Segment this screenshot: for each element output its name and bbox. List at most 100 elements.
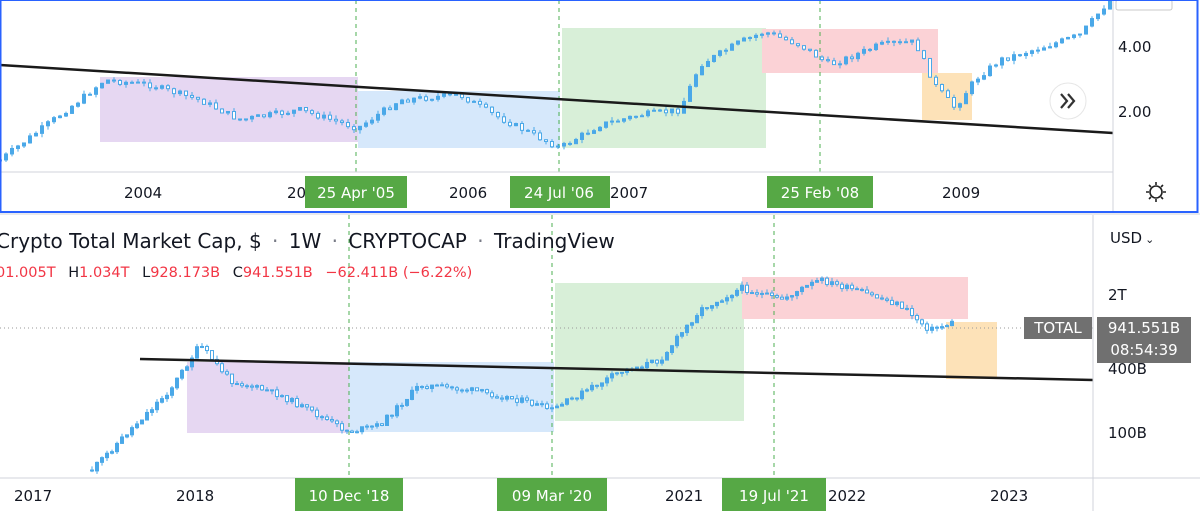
chart-legend[interactable]: Crypto Total Market Cap, $ · 1W · CRYPTO… — [0, 229, 615, 281]
candle-body — [110, 451, 114, 454]
candle-body — [466, 97, 470, 103]
candle-body — [250, 385, 254, 388]
candle-body — [976, 78, 980, 83]
candle-body — [994, 64, 998, 67]
candle-body — [34, 132, 38, 137]
svg-text:19 Jul '21: 19 Jul '21 — [739, 487, 809, 505]
candle-body — [155, 401, 159, 411]
candle-body — [190, 94, 194, 98]
last-price-tag: 941.551B 08:54:39 — [1097, 317, 1191, 363]
candle-body — [115, 442, 119, 453]
candle-body — [82, 93, 86, 104]
candle-body — [1066, 36, 1070, 40]
candle-body — [820, 277, 824, 282]
candle-body — [226, 110, 230, 114]
candle-body — [1108, 0, 1112, 10]
bottom-region-blue — [349, 362, 554, 432]
candle-body — [190, 357, 194, 368]
candle-body — [208, 102, 212, 105]
candle-body — [1048, 46, 1052, 49]
candle-body — [448, 93, 452, 96]
candle-body — [550, 407, 554, 410]
candle-body — [214, 102, 218, 110]
candle-body — [690, 322, 694, 326]
last-price-value: 941.551B — [1108, 319, 1180, 337]
candle-body — [664, 109, 668, 114]
candle-body — [935, 326, 939, 329]
legend-high-label: H — [68, 265, 79, 281]
candle-body — [545, 403, 549, 409]
candle-body — [580, 132, 584, 140]
candle-body — [950, 320, 954, 327]
candle-body — [525, 397, 529, 401]
candle-body — [400, 404, 404, 407]
candle-body — [892, 40, 896, 43]
bottom-chart-pane[interactable]: Crypto Total Market Cap, $ · 1W · CRYPTO… — [0, 213, 1200, 511]
candle-body — [540, 403, 544, 406]
candle-body — [64, 112, 68, 117]
candle-body — [880, 41, 884, 45]
candle-body — [172, 88, 176, 95]
symbol-price-tag: TOTAL — [1024, 317, 1092, 339]
candle-body — [700, 66, 704, 76]
candle-body — [556, 145, 560, 148]
bottom-time-axis[interactable]: 2017 2018 2021 2022 2023 10 Dec '18 09 M… — [14, 478, 1028, 511]
candle-body — [874, 43, 878, 51]
candle-body — [240, 383, 244, 387]
candle-body — [880, 297, 884, 300]
currency-selector[interactable]: USD ⌄ — [1110, 229, 1154, 247]
candle-body — [395, 405, 399, 417]
candle-body — [900, 301, 904, 309]
candle-body — [106, 79, 110, 84]
bottom-y-tick: 2T — [1108, 286, 1128, 304]
svg-text:24 Jul '06: 24 Jul '06 — [524, 184, 594, 202]
candle-body — [505, 396, 509, 400]
candle-body — [694, 74, 698, 87]
candle-body — [658, 109, 662, 112]
top-chart-pane[interactable]: 4.00 2.00 2004 20 2006 2007 2009 25 Apr … — [0, 0, 1199, 213]
candle-body — [910, 308, 914, 317]
candle-body — [346, 122, 350, 128]
scroll-to-latest-button[interactable] — [1049, 82, 1087, 120]
legend-close-label: C — [233, 265, 243, 281]
top-x-tick: 2004 — [124, 184, 162, 202]
top-price-scale[interactable]: 4.00 2.00 — [1115, 0, 1173, 121]
candle-body — [650, 359, 654, 363]
legend-high: 1.034T — [79, 265, 130, 281]
candle-body — [364, 122, 368, 127]
candle-body — [616, 120, 620, 123]
bottom-price-scale[interactable]: USD ⌄ 2T 400B 100B — [1108, 229, 1154, 442]
candle-body — [500, 397, 504, 400]
candle-body — [735, 289, 739, 296]
candle-body — [1018, 54, 1022, 57]
candle-body — [70, 105, 74, 114]
candle-body — [1072, 34, 1076, 38]
top-time-axis[interactable]: 2004 20 2006 2007 2009 25 Apr '05 24 Jul… — [124, 176, 980, 208]
candle-body — [870, 292, 874, 296]
candle-body — [120, 436, 124, 444]
candle-body — [655, 359, 659, 364]
candle-body — [124, 81, 128, 85]
candle-body — [1000, 57, 1004, 66]
svg-text:25 Feb '08: 25 Feb '08 — [781, 184, 859, 202]
chart-settings-button[interactable] — [1146, 182, 1166, 202]
candle-body — [304, 106, 308, 112]
candle-body — [382, 107, 386, 115]
candle-body — [140, 419, 144, 425]
svg-text:10 Dec '18: 10 Dec '18 — [309, 487, 390, 505]
candle-body — [310, 110, 314, 114]
candle-body — [178, 90, 182, 95]
candle-body — [112, 79, 116, 82]
bottom-y-tick: 400B — [1108, 360, 1147, 378]
candle-body — [4, 153, 8, 161]
candle-body — [244, 118, 248, 121]
candle-body — [142, 81, 146, 84]
double-chevron-right-icon — [1060, 93, 1076, 109]
candle-body — [430, 384, 434, 389]
top-y-tick: 2.00 — [1118, 103, 1151, 121]
top-date-badge: 25 Feb '08 — [767, 176, 873, 208]
candle-body — [502, 116, 506, 123]
candle-body — [620, 371, 624, 374]
top-date-badge: 25 Apr '05 — [305, 176, 407, 208]
